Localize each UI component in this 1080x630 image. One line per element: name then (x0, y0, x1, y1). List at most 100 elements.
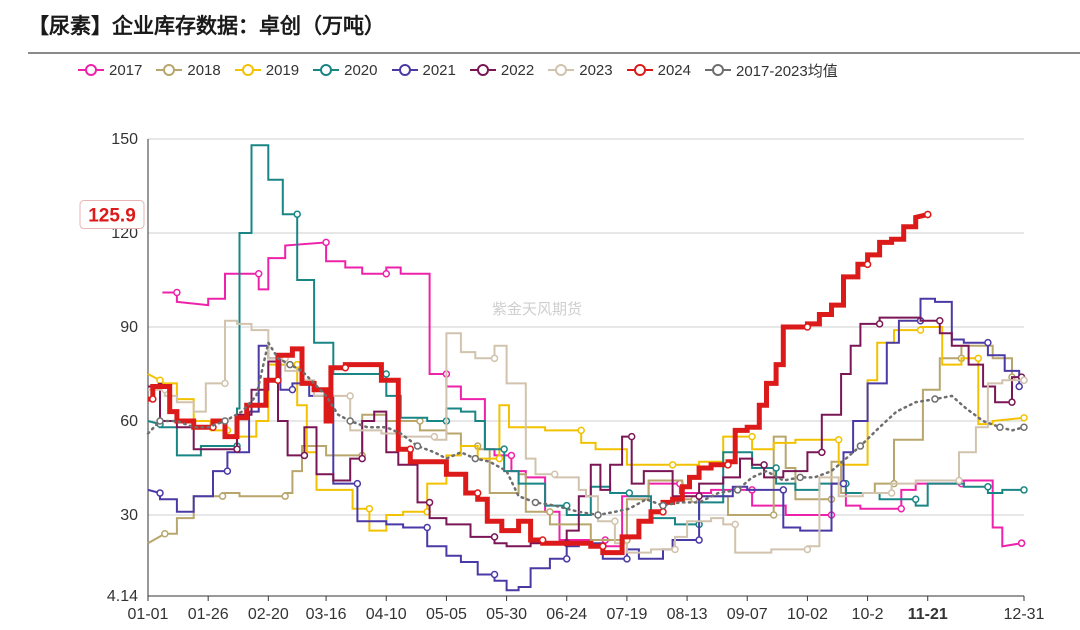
y-tick-label: 150 (111, 131, 138, 148)
data-point (156, 376, 164, 385)
data-point (490, 570, 499, 579)
data-point (430, 432, 439, 441)
legend-item-2024[interactable]: 2024 (626, 61, 691, 79)
legend-item-2018[interactable]: 2018 (156, 61, 221, 79)
data-point (916, 326, 925, 334)
series-2020 (147, 144, 1028, 529)
data-point (625, 489, 634, 497)
x-tick-label: 01-01 (128, 606, 169, 623)
data-point (562, 501, 571, 510)
legend-marker-icon (548, 64, 575, 76)
data-point (358, 454, 366, 463)
data-point (149, 395, 157, 403)
legend: 2017 2018 2019 2020 2021 2022 2023 2024 2017-202… (78, 58, 852, 82)
data-point (796, 473, 804, 482)
data-point (495, 454, 504, 463)
legend-marker-icon (469, 64, 496, 76)
x-tick-label: 10-2 (852, 606, 884, 623)
data-point-last (1020, 376, 1028, 385)
x-tick-label: 07-19 (606, 606, 647, 623)
legend-item-2022[interactable]: 2022 (469, 61, 535, 79)
series-line (147, 144, 1024, 526)
legend-marker-icon (156, 64, 183, 76)
data-point (611, 517, 619, 525)
x-tick-label: 08-13 (667, 606, 708, 623)
data-point (955, 476, 963, 485)
data-point (346, 417, 354, 425)
y-tick-label: 4.14 (107, 588, 138, 605)
legend-marker-icon (626, 64, 653, 76)
data-point (818, 448, 826, 457)
data-point (507, 451, 516, 460)
data-point (413, 442, 422, 450)
series-line (162, 241, 1022, 548)
chart-title: 【尿素】企业库存数据：卓创（万吨） (28, 14, 385, 38)
data-point (839, 479, 848, 488)
data-point (161, 530, 169, 538)
data-point (911, 495, 920, 504)
x-tick-label: 02-20 (248, 606, 289, 623)
legend-marker-icon (78, 64, 104, 76)
data-point (490, 533, 499, 541)
series-2024 (148, 210, 932, 556)
data-point (538, 536, 547, 544)
legend-label: 2024 (657, 61, 691, 79)
data-point (599, 542, 607, 551)
data-point (221, 379, 229, 388)
data-point (772, 464, 780, 472)
data-point (695, 536, 703, 544)
data-point-last (1020, 486, 1028, 494)
x-tick-label-highlight: 11-21 (908, 606, 948, 623)
legend-item-2021[interactable]: 2021 (391, 62, 456, 79)
data-point (659, 508, 667, 516)
data-point (668, 461, 677, 469)
x-tick-label: 04-10 (366, 606, 407, 623)
legend-item-2019[interactable]: 2019 (234, 61, 300, 79)
x-tick-label: 01-26 (188, 606, 229, 623)
data-point-last (923, 210, 932, 219)
legend-label: 2018 (187, 61, 221, 79)
data-point (416, 417, 424, 425)
data-point (659, 501, 667, 510)
legend-item-2017-2023均值[interactable]: 2017-2023均值 (705, 60, 838, 81)
data-point (748, 432, 756, 441)
data-point (322, 238, 330, 247)
data-point (594, 511, 602, 519)
legend-label: 2020 (344, 61, 378, 79)
legend-item-2020[interactable]: 2020 (313, 61, 378, 79)
y-tick-label: 120 (111, 225, 138, 242)
data-point (223, 467, 232, 475)
data-point (577, 426, 585, 435)
data-point (834, 436, 843, 444)
data-point (300, 451, 309, 460)
data-point (769, 511, 778, 519)
series-layer (146, 144, 1028, 592)
axes (147, 139, 1025, 601)
data-point (365, 504, 374, 513)
legend-item-2017[interactable]: 2017 (78, 62, 142, 79)
data-point (293, 210, 301, 218)
data-point (233, 445, 241, 453)
data-point (996, 423, 1004, 431)
legend-item-2023[interactable]: 2023 (548, 62, 613, 79)
data-point (974, 354, 983, 363)
data-point (562, 555, 571, 563)
y-tick-label: 90 (120, 319, 138, 336)
data-point (856, 442, 865, 450)
data-point-last (1020, 414, 1028, 422)
data-point (1008, 398, 1016, 406)
legend-label: 2022 (500, 61, 535, 79)
title-divider (28, 52, 1080, 54)
data-point (500, 445, 508, 453)
data-point (490, 354, 499, 363)
data-point (546, 508, 554, 516)
legend-label: 2019 (265, 61, 300, 79)
legend-label: 2017-2023均值 (736, 62, 838, 80)
highlight-value-badge (79, 200, 145, 230)
legend-marker-icon (234, 64, 261, 76)
data-point (341, 363, 350, 372)
data-point (627, 432, 636, 441)
data-point (423, 523, 431, 532)
legend-marker-icon (313, 64, 340, 76)
